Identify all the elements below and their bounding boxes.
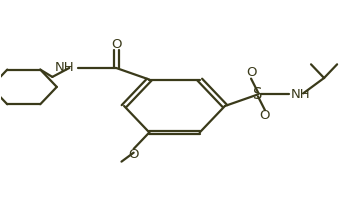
- Text: O: O: [111, 38, 121, 51]
- Text: O: O: [128, 148, 139, 161]
- Text: NH: NH: [291, 88, 311, 101]
- Text: S: S: [253, 87, 263, 102]
- Text: NH: NH: [55, 61, 74, 74]
- Text: O: O: [260, 109, 270, 122]
- Text: O: O: [246, 66, 256, 80]
